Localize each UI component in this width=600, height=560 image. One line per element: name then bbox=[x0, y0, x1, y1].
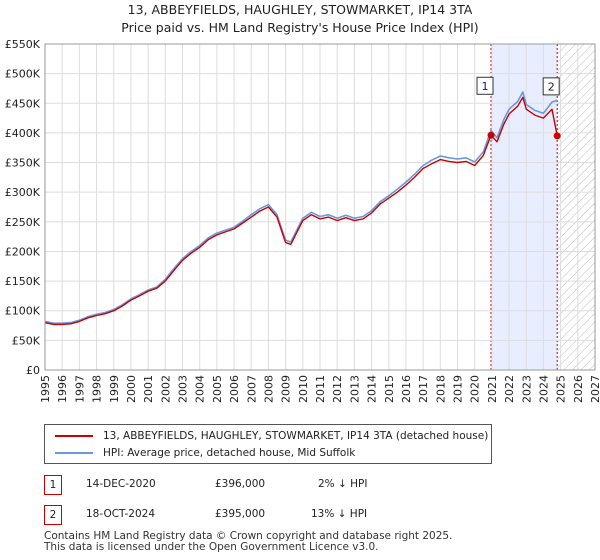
transaction-hpi-delta: 13% ↓ HPI bbox=[311, 508, 368, 520]
transaction-badge: 2 bbox=[44, 505, 62, 525]
transaction-date: 14-DEC-2020 bbox=[86, 478, 156, 490]
y-tick-label: £150K bbox=[5, 275, 41, 288]
x-tick-label: 2004 bbox=[194, 375, 207, 403]
transaction-point bbox=[553, 132, 561, 140]
plot-frame bbox=[44, 43, 596, 371]
transaction-price: £395,000 bbox=[215, 508, 266, 520]
hpi-series-line bbox=[45, 91, 558, 324]
x-tick-label: 2002 bbox=[159, 375, 172, 403]
transaction-price: £396,000 bbox=[215, 478, 266, 490]
annotation-box bbox=[476, 76, 494, 95]
x-tick-label: 1995 bbox=[39, 375, 52, 403]
x-tick-label: 2017 bbox=[417, 375, 430, 403]
y-tick-label: £0 bbox=[26, 364, 40, 377]
y-tick-label: £100K bbox=[5, 305, 41, 318]
legend-item-price-paid: 13, ABBEYFIELDS, HAUGHLEY, STOWMARKET, I… bbox=[55, 430, 488, 442]
x-tick-label: 2023 bbox=[520, 375, 533, 403]
y-tick-label: £250K bbox=[5, 216, 41, 229]
y-tick-label: £200K bbox=[5, 245, 41, 258]
legend-swatch-hpi bbox=[55, 452, 93, 454]
y-tick-label: £550K bbox=[5, 38, 41, 51]
x-tick-label: 2018 bbox=[434, 375, 447, 403]
x-tick-label: 2010 bbox=[297, 375, 310, 403]
transaction-badge: 1 bbox=[44, 475, 62, 495]
annotation-box bbox=[542, 77, 560, 96]
legend-label-price-paid: 13, ABBEYFIELDS, HAUGHLEY, STOWMARKET, I… bbox=[103, 430, 489, 442]
chart-title-line1: 13, ABBEYFIELDS, HAUGHLEY, STOWMARKET, I… bbox=[127, 2, 473, 17]
x-tick-label: 2003 bbox=[177, 375, 190, 403]
annotation-label: 2 bbox=[548, 80, 555, 93]
y-tick-label: £300K bbox=[5, 186, 41, 199]
x-tick-label: 2009 bbox=[280, 375, 293, 403]
forecast-hatch bbox=[557, 44, 595, 370]
transaction-date: 18-OCT-2024 bbox=[86, 508, 155, 520]
legend-item-hpi: HPI: Average price, detached house, Mid … bbox=[55, 447, 355, 459]
x-tick-label: 1999 bbox=[108, 375, 121, 403]
x-tick-label: 2012 bbox=[331, 375, 344, 403]
footer-copyright: Contains HM Land Registry data © Crown c… bbox=[44, 530, 453, 542]
x-tick-label: 2025 bbox=[555, 375, 568, 403]
x-tick-label: 2020 bbox=[469, 375, 482, 403]
transaction-row: 1 14-DEC-2020 £396,000 2% ↓ HPI bbox=[0, 475, 600, 495]
transaction-row: 2 18-OCT-2024 £395,000 13% ↓ HPI bbox=[0, 505, 600, 525]
y-tick-label: £500K bbox=[5, 68, 41, 81]
x-tick-label: 2001 bbox=[142, 375, 155, 403]
price-chart: 1 2 £0 £50K £100K £150K £200K £250K £300K £350K £… bbox=[5, 38, 600, 403]
x-tick-label: 2024 bbox=[537, 375, 550, 403]
y-tick-label: £50K bbox=[12, 334, 41, 347]
chart-title-line2: Price paid vs. HM Land Registry's House … bbox=[121, 20, 479, 35]
legend: 13, ABBEYFIELDS, HAUGHLEY, STOWMARKET, I… bbox=[44, 424, 492, 464]
x-tick-label: 2013 bbox=[348, 375, 361, 403]
x-tick-label: 2014 bbox=[366, 375, 379, 403]
x-tick-label: 2022 bbox=[503, 375, 516, 403]
x-tick-label: 2008 bbox=[262, 375, 275, 403]
x-tick-label: 2021 bbox=[486, 375, 499, 403]
legend-swatch-price-paid bbox=[55, 435, 93, 437]
footer-licence: This data is licensed under the Open Gov… bbox=[44, 541, 379, 553]
x-tick-label: 2027 bbox=[589, 375, 600, 403]
x-tick-label: 2005 bbox=[211, 375, 224, 403]
x-tick-label: 1996 bbox=[56, 375, 69, 403]
legend-label-hpi: HPI: Average price, detached house, Mid … bbox=[103, 447, 356, 459]
annotation-label: 1 bbox=[482, 80, 489, 93]
x-tick-label: 2000 bbox=[125, 375, 138, 403]
x-tick-label: 2007 bbox=[245, 375, 258, 403]
x-tick-label: 1997 bbox=[73, 375, 86, 403]
x-tick-label: 2006 bbox=[228, 375, 241, 403]
x-tick-label: 2015 bbox=[383, 375, 396, 403]
x-tick-label: 2026 bbox=[572, 375, 585, 403]
x-tick-label: 1998 bbox=[91, 375, 104, 403]
y-tick-label: £350K bbox=[5, 157, 41, 170]
transaction-point bbox=[487, 131, 495, 139]
price-paid-series-line bbox=[45, 96, 558, 326]
y-tick-label: £450K bbox=[5, 97, 41, 110]
y-tick-label: £400K bbox=[5, 127, 41, 140]
transaction-hpi-delta: 2% ↓ HPI bbox=[318, 478, 368, 490]
x-tick-label: 2011 bbox=[314, 375, 327, 403]
x-tick-label: 2016 bbox=[400, 375, 413, 403]
x-tick-label: 2019 bbox=[452, 375, 465, 403]
